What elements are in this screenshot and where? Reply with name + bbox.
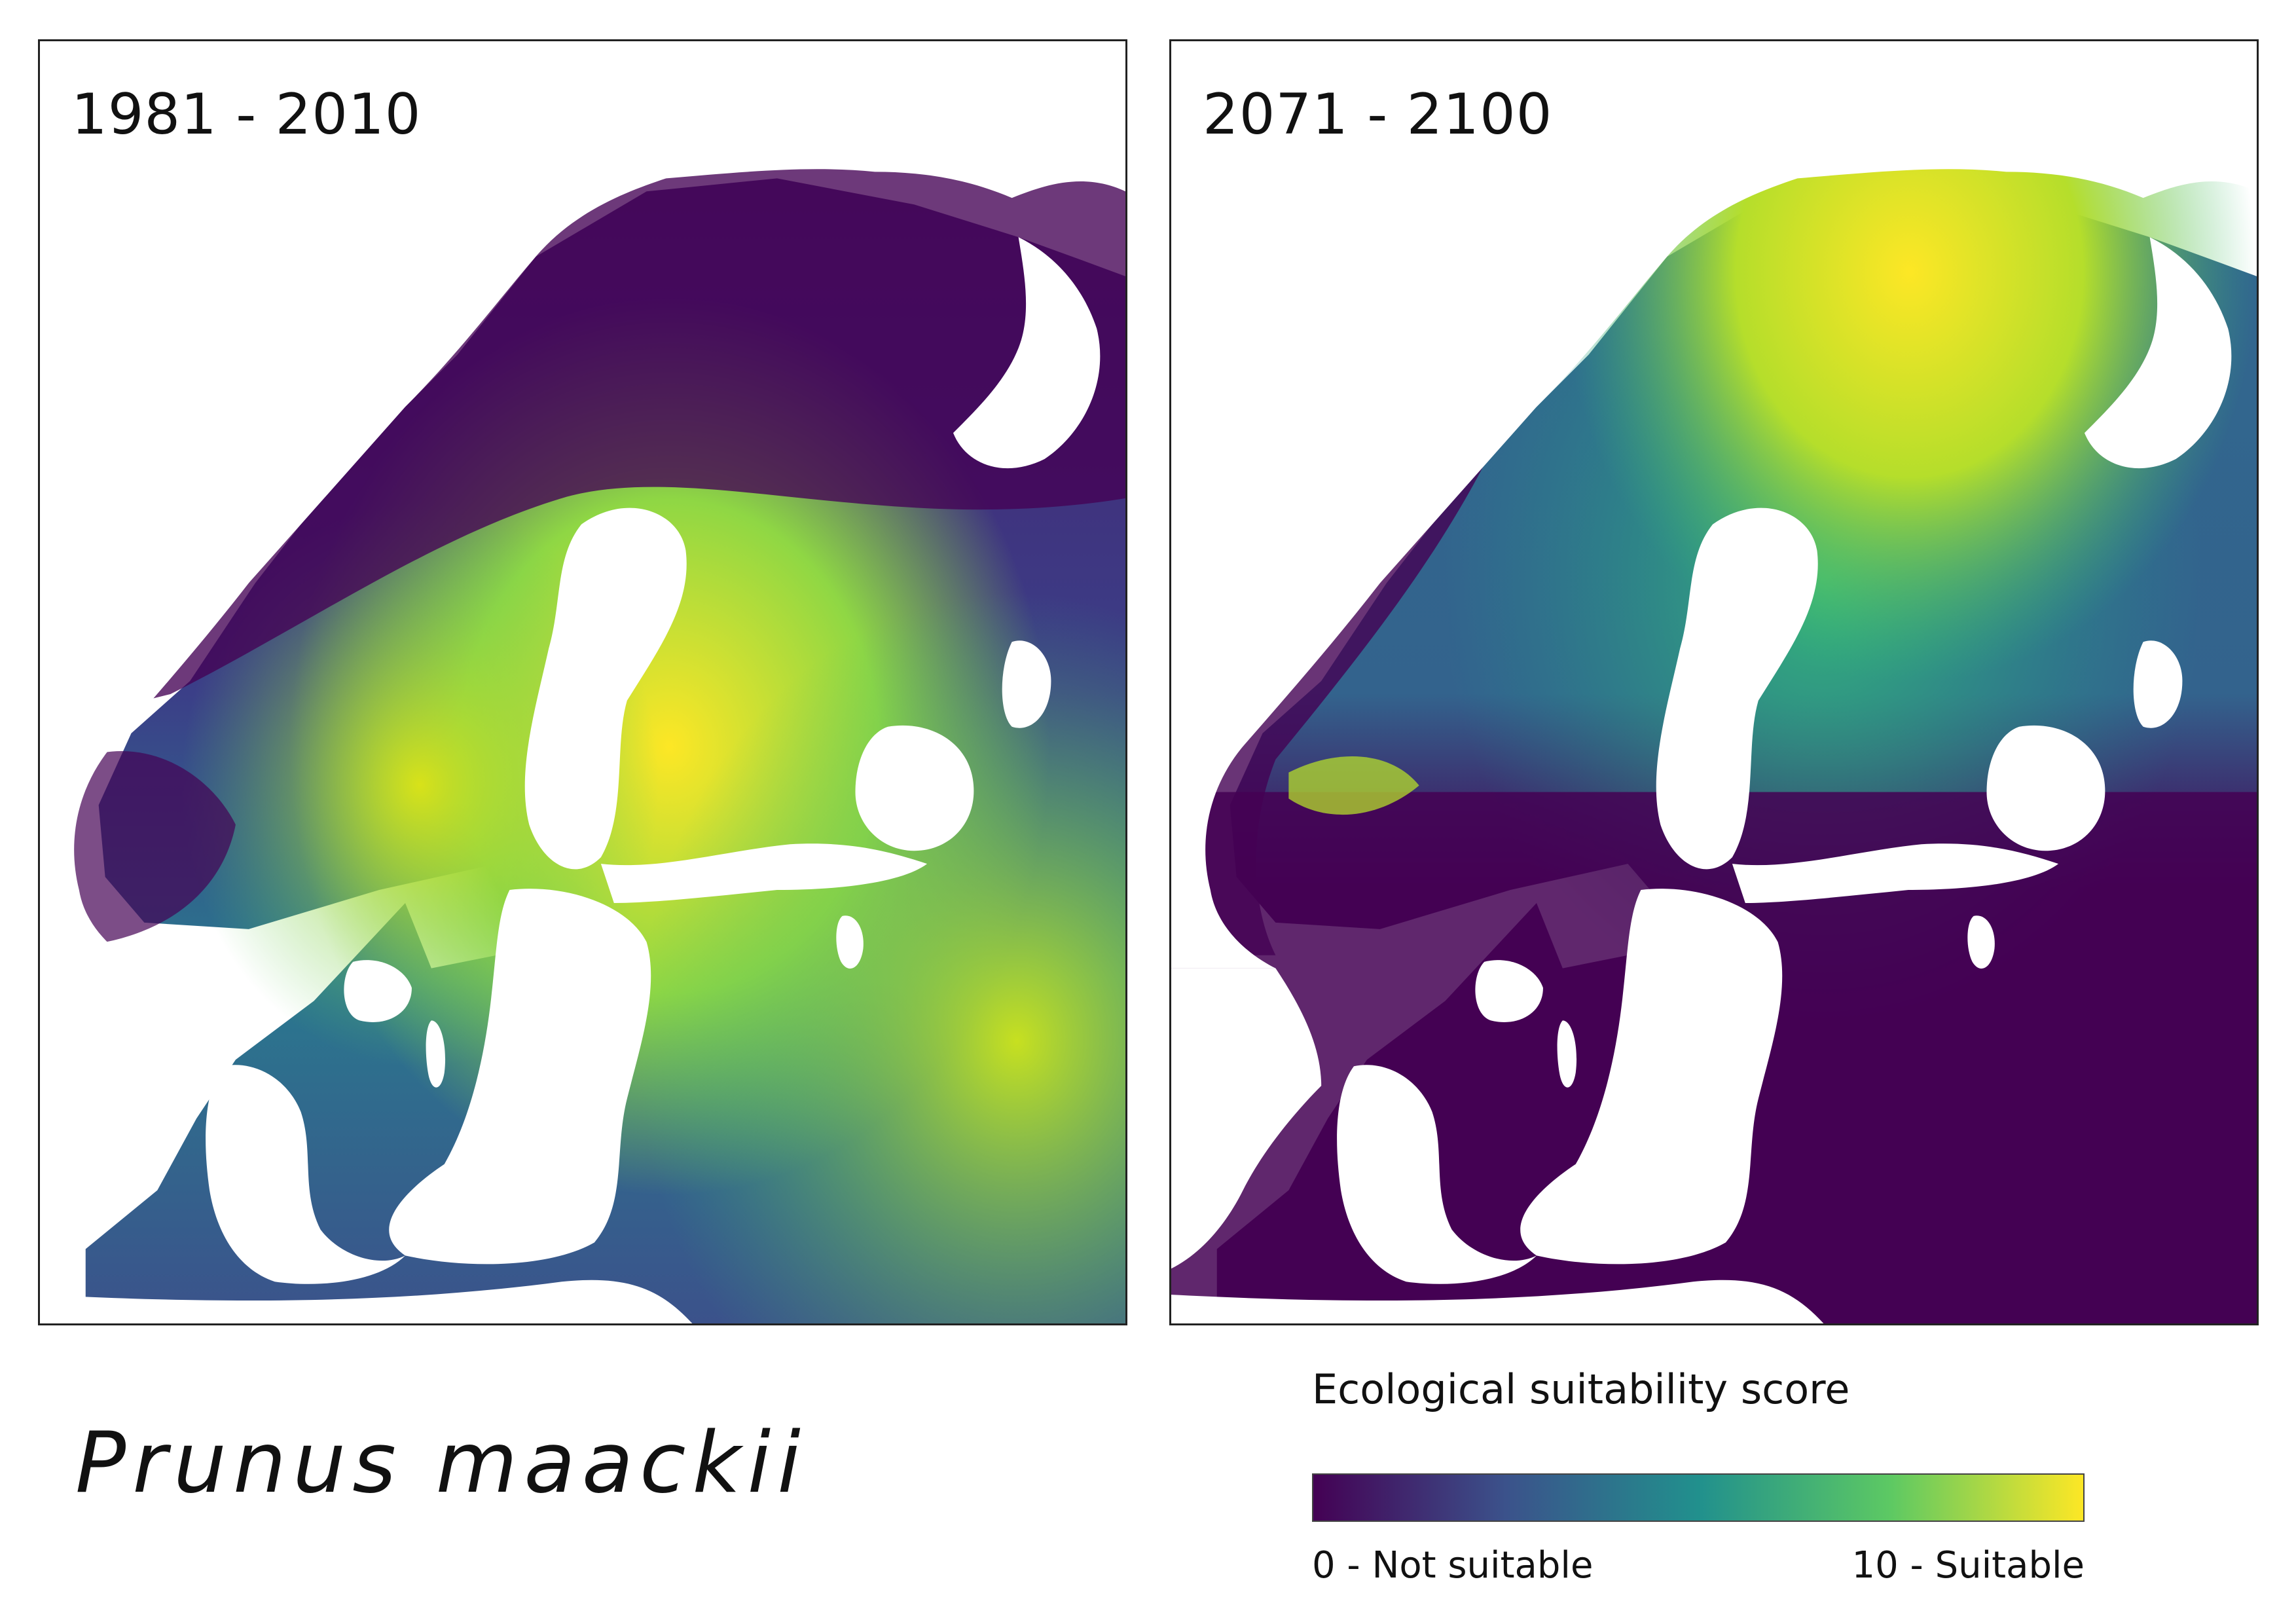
map-panel-1981-2010: 1981 - 2010 [38,39,1127,1325]
legend-colorbar [1312,1473,2085,1522]
period-label-right: 2071 - 2100 [1203,82,1553,147]
legend-title: Ecological suitability score [1312,1365,1850,1413]
suitability-map-1981-2010 [40,41,1125,1323]
map-panel-2071-2100: 2071 - 2100 [1169,39,2259,1325]
species-name: Prunus maackii [75,1414,807,1512]
period-label-left: 1981 - 2010 [71,82,422,147]
low-suitability-norway [40,750,236,942]
suitability-patch-norway [1288,756,1419,815]
legend-min-label: 0 - Not suitable [1312,1544,1594,1587]
suitability-map-2071-2100 [1171,41,2257,1323]
legend-max-label: 10 - Suitable [1851,1544,2085,1587]
